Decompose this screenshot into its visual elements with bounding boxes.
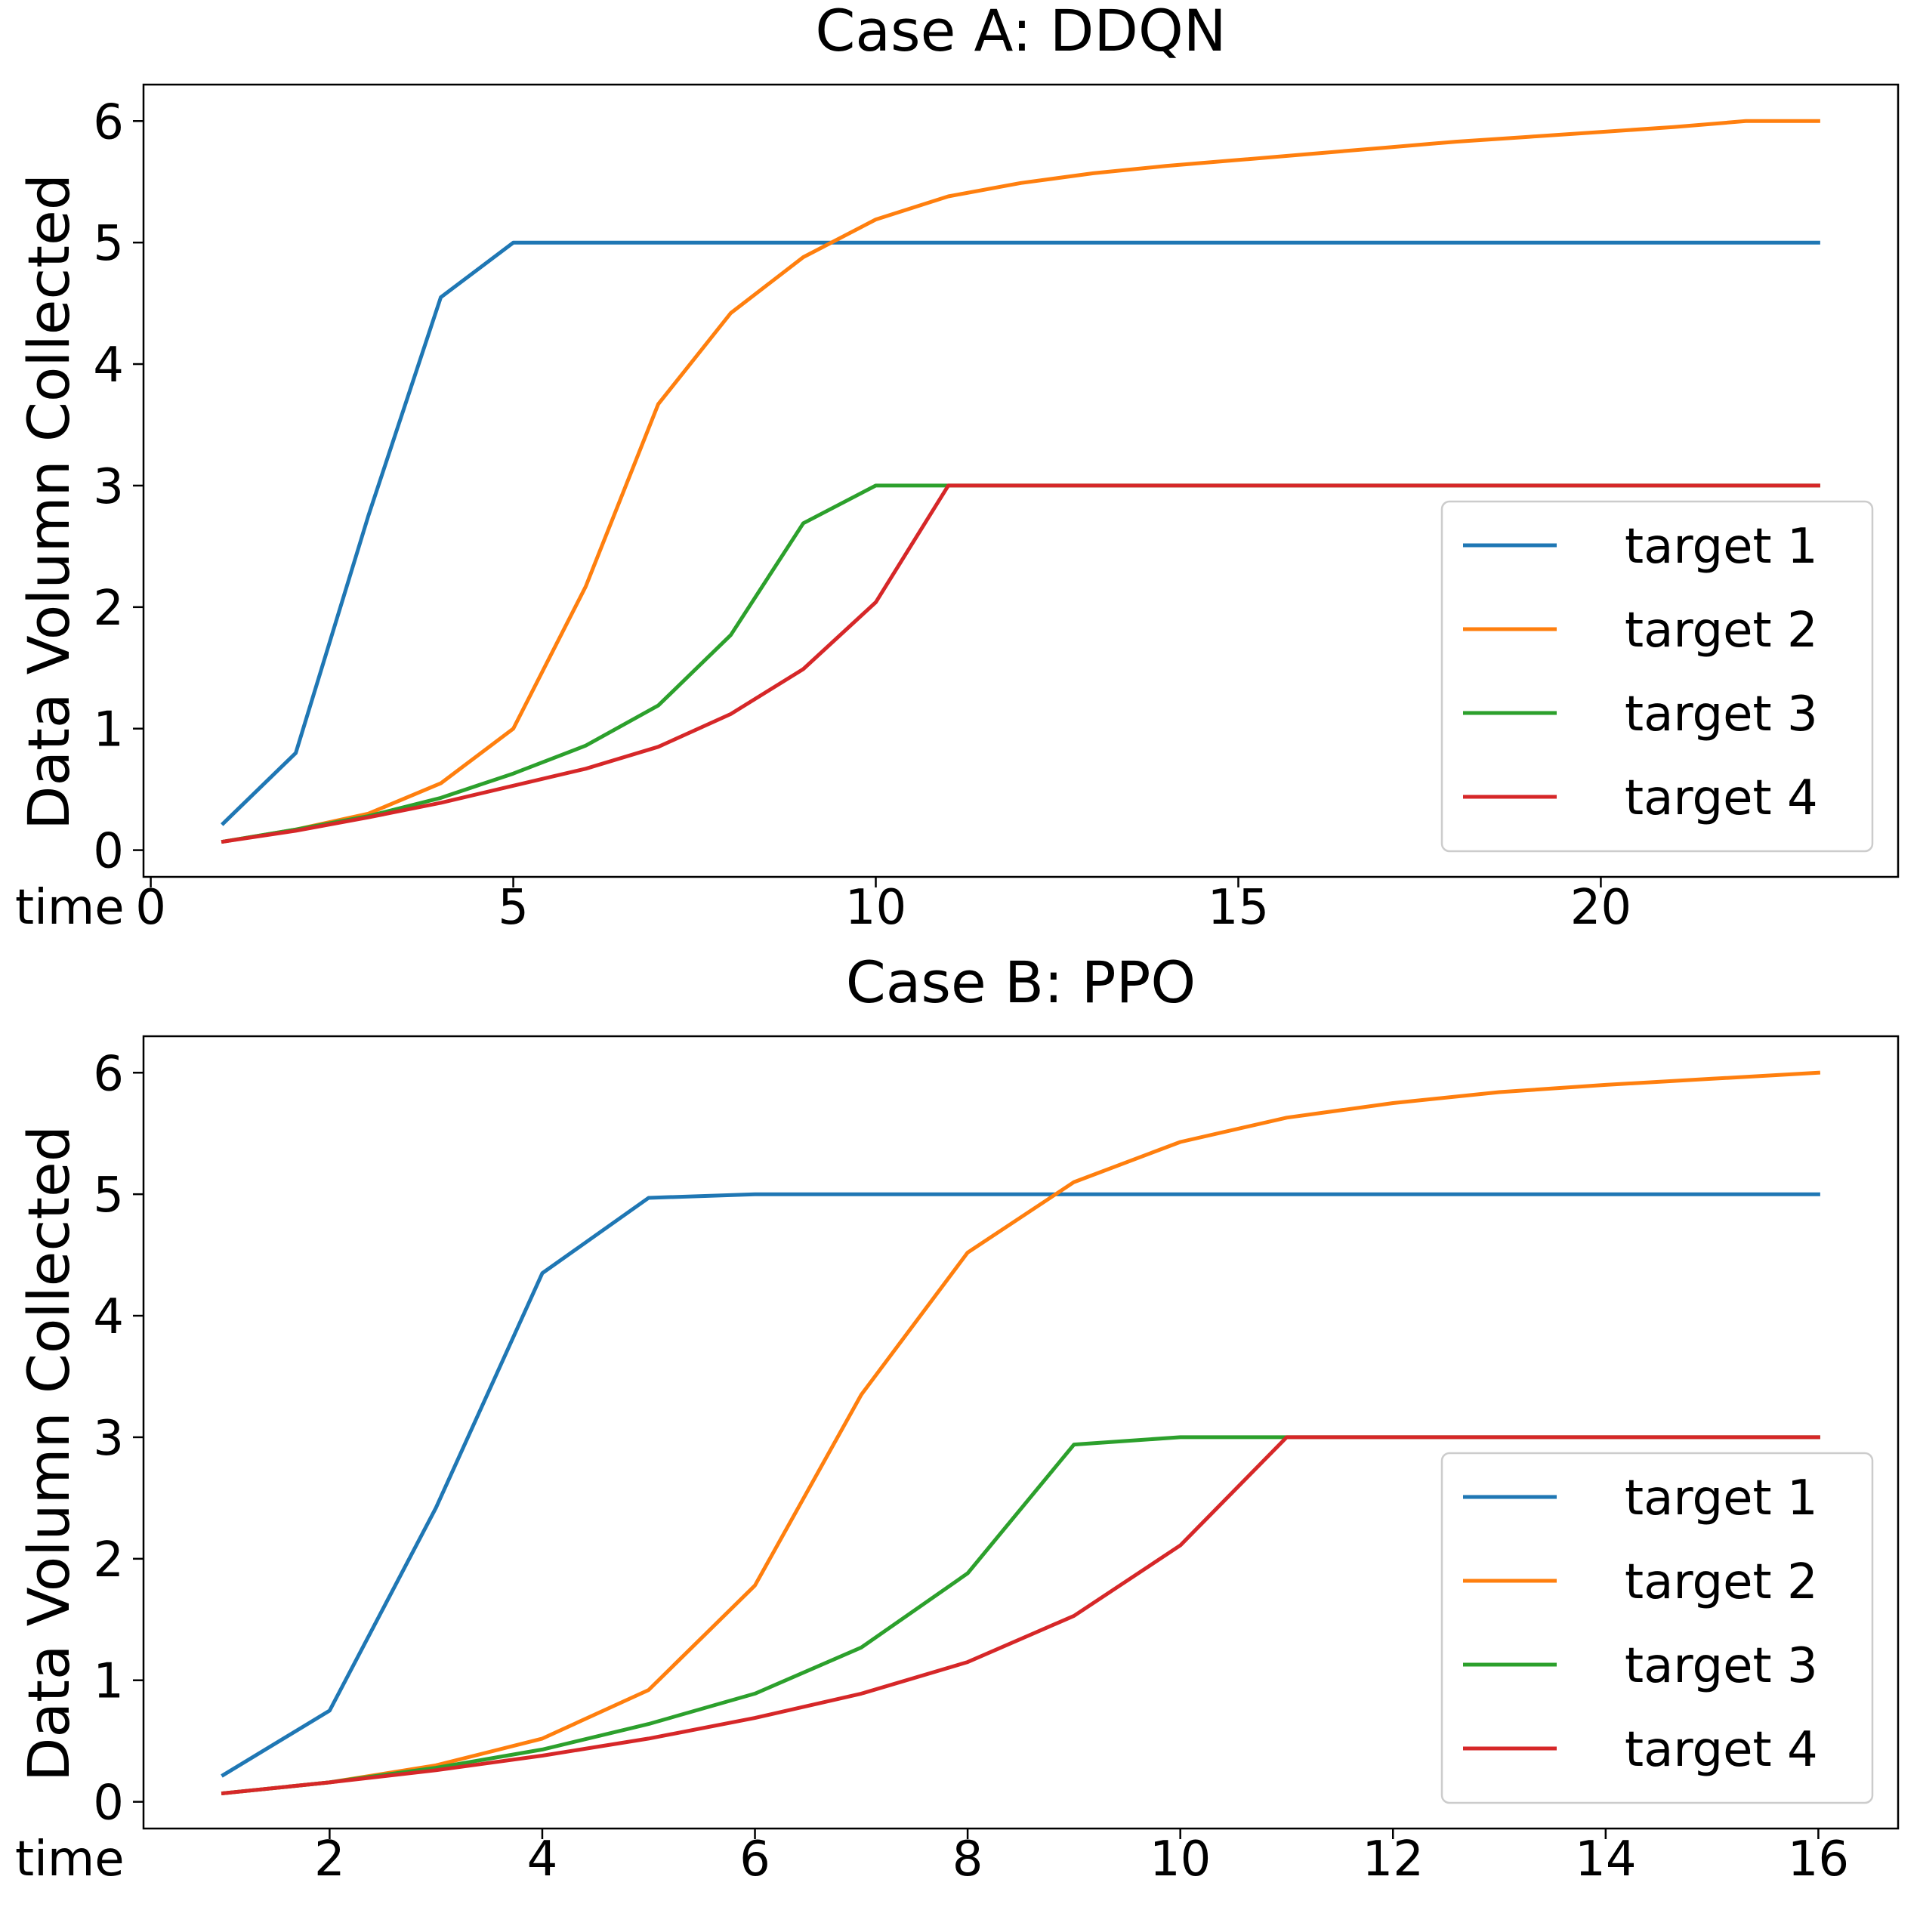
y-tick-label: 1 xyxy=(93,1654,124,1710)
series-line-target-1 xyxy=(221,240,1820,826)
legend-label: target 2 xyxy=(1625,1554,1818,1610)
y-tick-label: 5 xyxy=(93,216,124,272)
x-tick-label: 16 xyxy=(1788,1832,1849,1887)
x-tick-label: 10 xyxy=(1150,1832,1211,1887)
y-tick-label: 2 xyxy=(93,1532,124,1588)
y-axis-label: Data Volumn Collected xyxy=(15,174,82,830)
series-line-target-2 xyxy=(221,119,1820,844)
series-line-target-4 xyxy=(221,1435,1820,1796)
chart-title: Case A: DDQN xyxy=(815,0,1226,64)
x-tick-label: 20 xyxy=(1570,880,1631,936)
x-tick-label: 0 xyxy=(135,880,166,936)
y-tick-label: 6 xyxy=(93,94,124,150)
x-tick-label: 2 xyxy=(314,1832,345,1887)
x-tick-label: 10 xyxy=(845,880,906,936)
legend-box xyxy=(1440,1452,1874,1804)
y-tick-label: 3 xyxy=(93,1411,124,1467)
x-tick-label: 6 xyxy=(739,1832,770,1887)
y-tick-label: 1 xyxy=(93,702,124,758)
chart-title: Case B: PPO xyxy=(846,949,1196,1016)
x-tick-label: 14 xyxy=(1575,1832,1636,1887)
legend-label: target 3 xyxy=(1625,687,1818,742)
legend-label: target 4 xyxy=(1625,770,1818,826)
y-tick-label: 3 xyxy=(93,459,124,515)
legend-label: target 4 xyxy=(1625,1722,1818,1778)
x-tick-label: 4 xyxy=(527,1832,558,1887)
y-axis-label: Data Volumn Collected xyxy=(15,1125,82,1782)
chart-panel-1: Case A: DDQN 0 5 10 15 20 0 1 2 3 4 5 6 time Data Volu… xyxy=(15,0,1900,936)
series-line-target-1 xyxy=(221,1192,1820,1778)
x-tick-label: 12 xyxy=(1363,1832,1424,1887)
y-tick-label: 5 xyxy=(93,1168,124,1224)
series-line-target-4 xyxy=(221,483,1820,844)
legend-label: target 1 xyxy=(1625,1471,1818,1526)
x-tick-label: 8 xyxy=(952,1832,983,1887)
plot-frame xyxy=(142,1035,1900,1830)
x-tick-label: 15 xyxy=(1208,880,1269,936)
y-tick-label: 6 xyxy=(93,1046,124,1102)
y-tick-label: 0 xyxy=(93,1776,124,1832)
x-tick-label: 5 xyxy=(498,880,529,936)
plot-frame xyxy=(142,83,1900,878)
legend: target 1 target 2 target 3 target 4 xyxy=(1440,500,1874,853)
x-axis-label: time xyxy=(15,880,125,936)
series-line-target-2 xyxy=(221,1070,1821,1796)
legend-label: target 2 xyxy=(1625,603,1818,659)
legend: target 1 target 2 target 3 target 4 xyxy=(1440,1452,1874,1804)
y-tick-label: 4 xyxy=(93,338,124,393)
legend-label: target 3 xyxy=(1625,1638,1818,1694)
legend-box xyxy=(1440,500,1874,853)
legend-label: target 1 xyxy=(1625,519,1818,575)
y-tick-label: 4 xyxy=(93,1289,124,1345)
x-axis-label: time xyxy=(15,1832,125,1887)
y-tick-label: 2 xyxy=(93,581,124,637)
y-tick-label: 0 xyxy=(93,824,124,880)
